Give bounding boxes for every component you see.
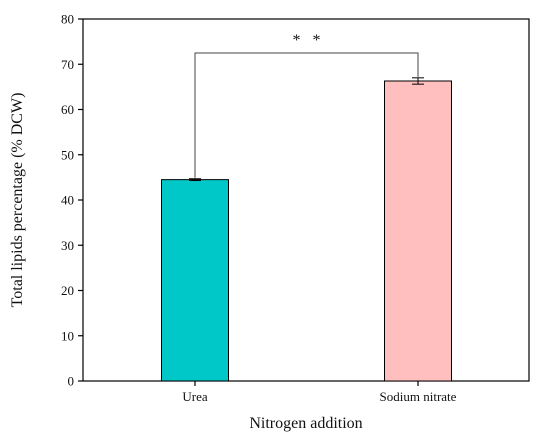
significance-bracket: * *: [194, 32, 419, 178]
bars: [161, 77, 452, 382]
x-tick-label: Sodium nitrate: [380, 389, 457, 404]
y-tick-label: 70: [61, 57, 74, 72]
y-tick-label: 40: [61, 193, 74, 208]
y-tick-label: 30: [61, 238, 74, 253]
plot-frame: [82, 18, 530, 382]
bracket-line: [194, 52, 419, 178]
y-tick-label: 60: [61, 102, 74, 117]
significance-label: * *: [293, 32, 321, 49]
y-tick-label: 80: [61, 12, 74, 27]
x-axis-ticks: Urea Sodium nitrate: [182, 381, 457, 404]
y-tick-label: 10: [61, 328, 74, 343]
y-tick-label: 20: [61, 283, 74, 298]
bar: [384, 80, 452, 382]
y-tick-label: 50: [61, 147, 74, 162]
y-axis-ticks: 0 10 20 30 40 50 60 70 80: [61, 12, 83, 389]
x-tick-label: Urea: [182, 389, 207, 404]
y-axis-title: Total lipids percentage (% DCW): [9, 93, 26, 308]
bar: [161, 179, 229, 382]
x-axis-title: Nitrogen addition: [249, 415, 362, 432]
y-tick-label: 0: [68, 374, 75, 389]
